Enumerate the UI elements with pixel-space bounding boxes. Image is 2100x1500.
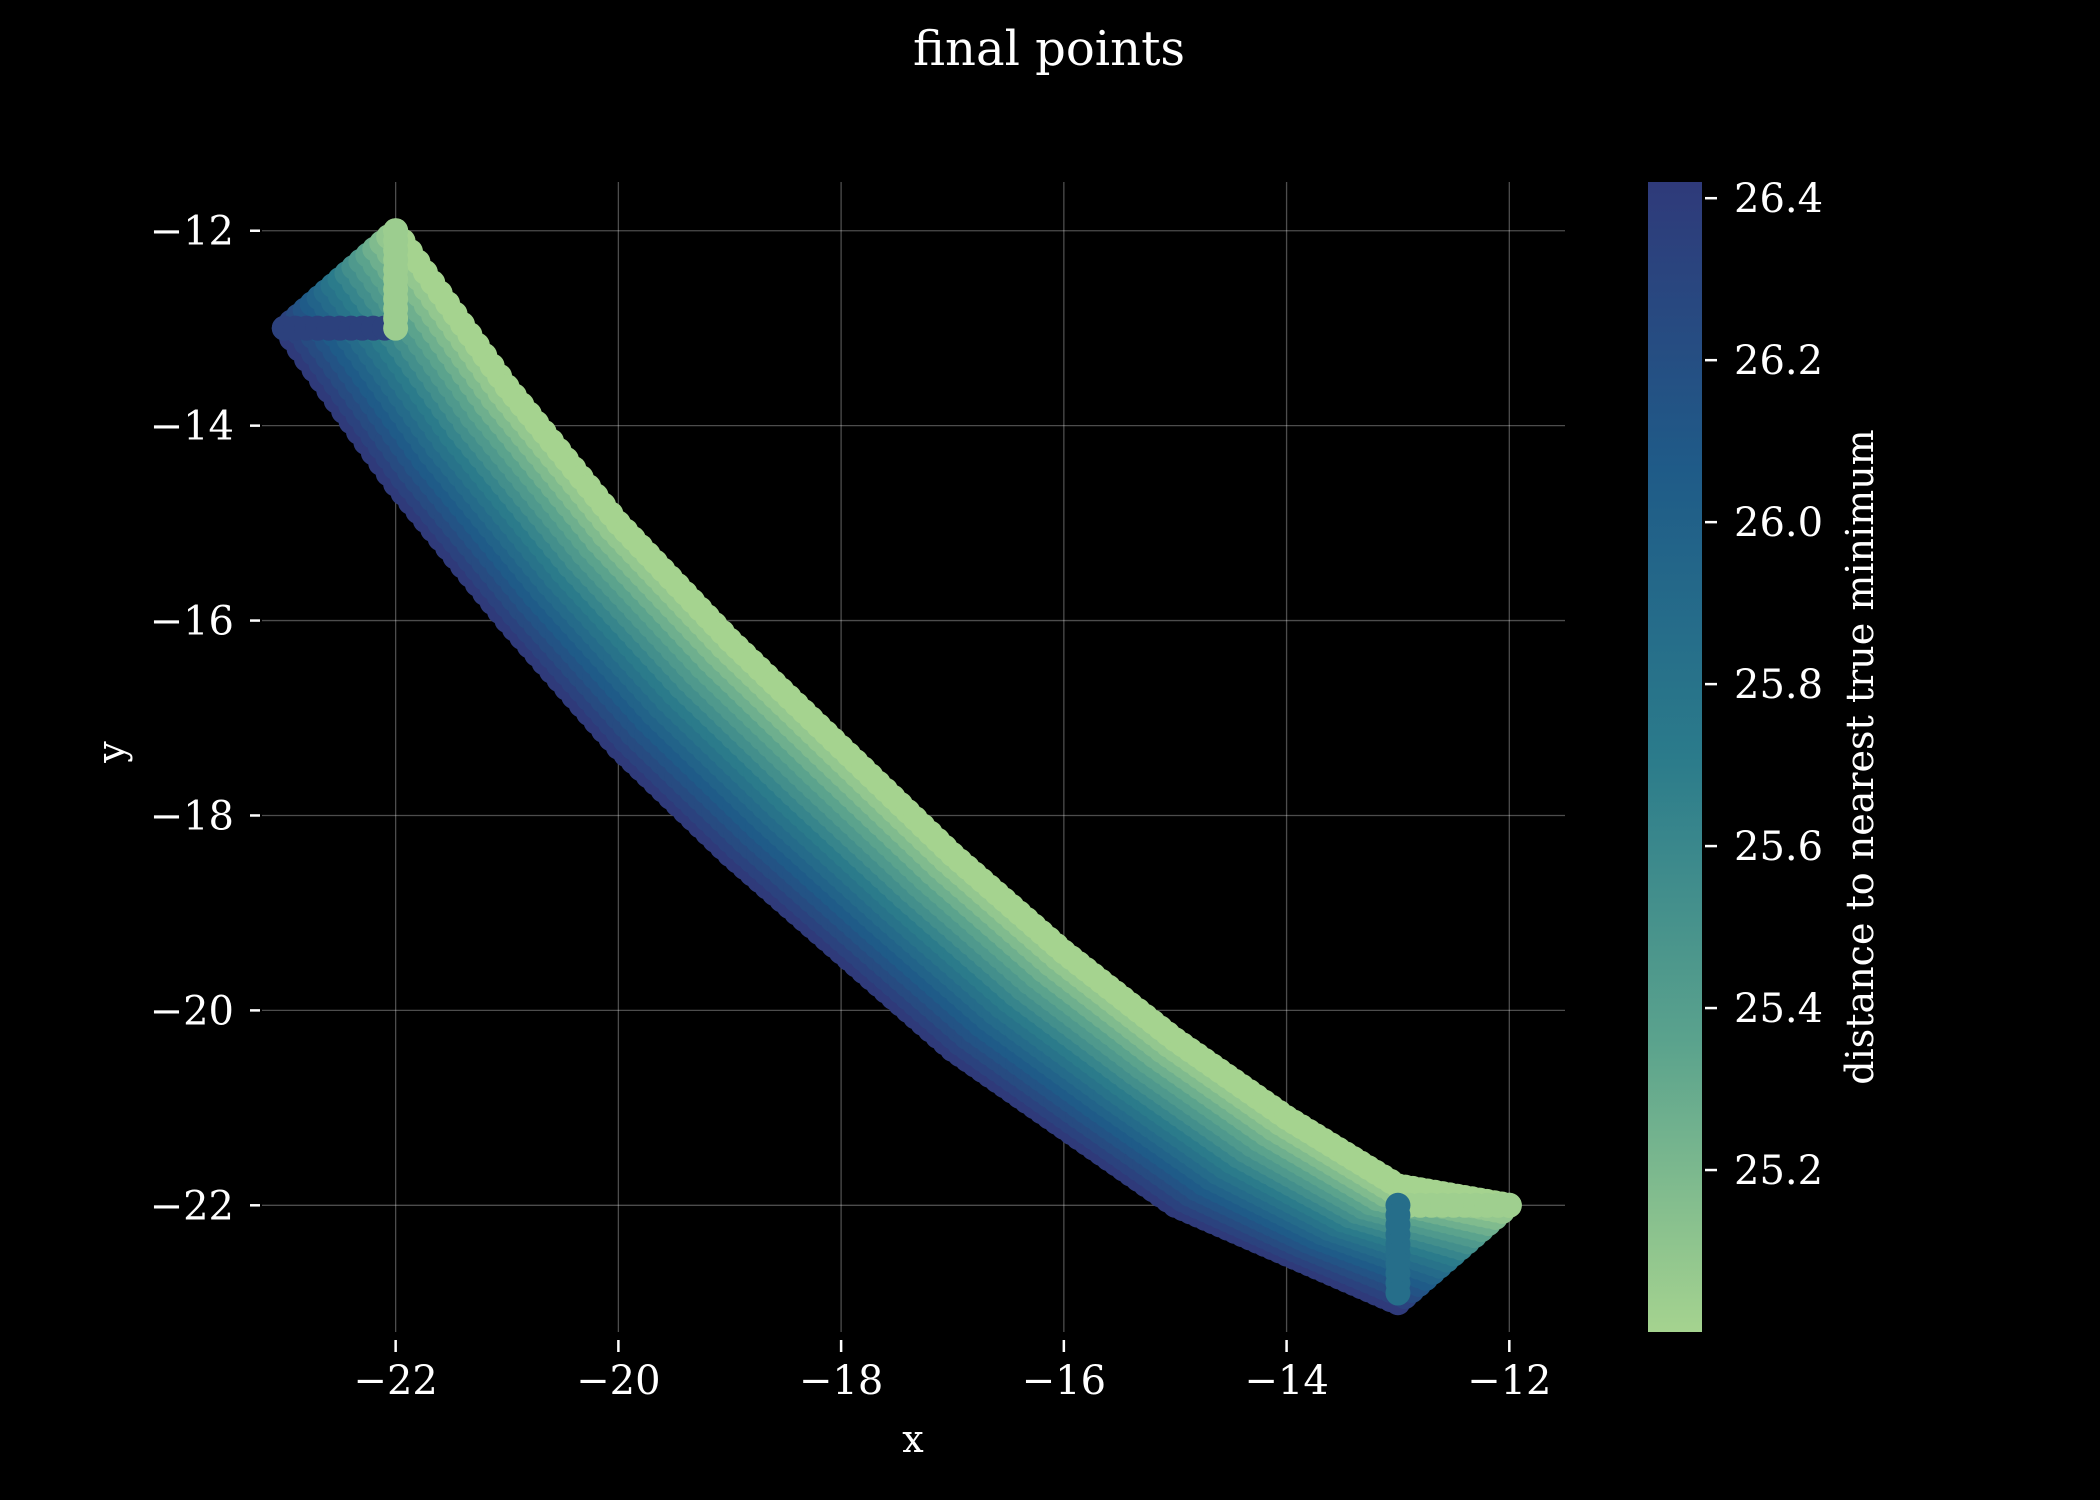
colorbar-tick-label: 25.8 [1734, 662, 1823, 708]
colorbar-tick-label: 26.4 [1734, 176, 1823, 222]
x-axis-label: x [902, 1417, 923, 1461]
data-point [383, 315, 409, 341]
scatter-points [271, 218, 1522, 1316]
y-tick-label: −16 [150, 599, 234, 645]
x-tick-label: −18 [799, 1358, 883, 1404]
x-tick-label: −12 [1467, 1358, 1551, 1404]
data-point [1385, 1280, 1411, 1306]
colorbar-label: distance to nearest true minimum [1838, 429, 1882, 1084]
y-tick-label: −12 [150, 209, 234, 255]
x-tick-label: −16 [1022, 1358, 1106, 1404]
y-tick-label: −22 [150, 1183, 234, 1229]
y-axis-label: y [89, 741, 133, 764]
y-tick-label: −18 [150, 793, 234, 839]
y-tick-label: −14 [150, 404, 234, 450]
colorbar-tick-label: 25.2 [1734, 1148, 1823, 1194]
x-tick-label: −14 [1244, 1358, 1328, 1404]
chart-title: final points [913, 21, 1185, 77]
x-tick-label: −20 [576, 1358, 660, 1404]
data-point [1496, 1192, 1522, 1218]
colorbar-tick-label: 25.6 [1734, 824, 1823, 870]
x-tick-label: −22 [353, 1358, 437, 1404]
colorbar-tick-label: 26.2 [1734, 338, 1823, 384]
grid-lines [262, 182, 1565, 1332]
colorbar-tick-label: 26.0 [1734, 500, 1823, 546]
y-tick-label: −20 [150, 988, 234, 1034]
x-axis: −22 −20 −18 −16 −14 −12 [353, 1340, 1552, 1404]
colorbar [1648, 182, 1702, 1332]
colorbar-tick-label: 25.4 [1734, 986, 1823, 1032]
colorbar-ticks: 25.2 25.4 25.6 25.8 26.0 26.2 26.4 [1705, 176, 1823, 1194]
y-axis: −12 −14 −16 −18 −20 −22 [150, 209, 260, 1229]
